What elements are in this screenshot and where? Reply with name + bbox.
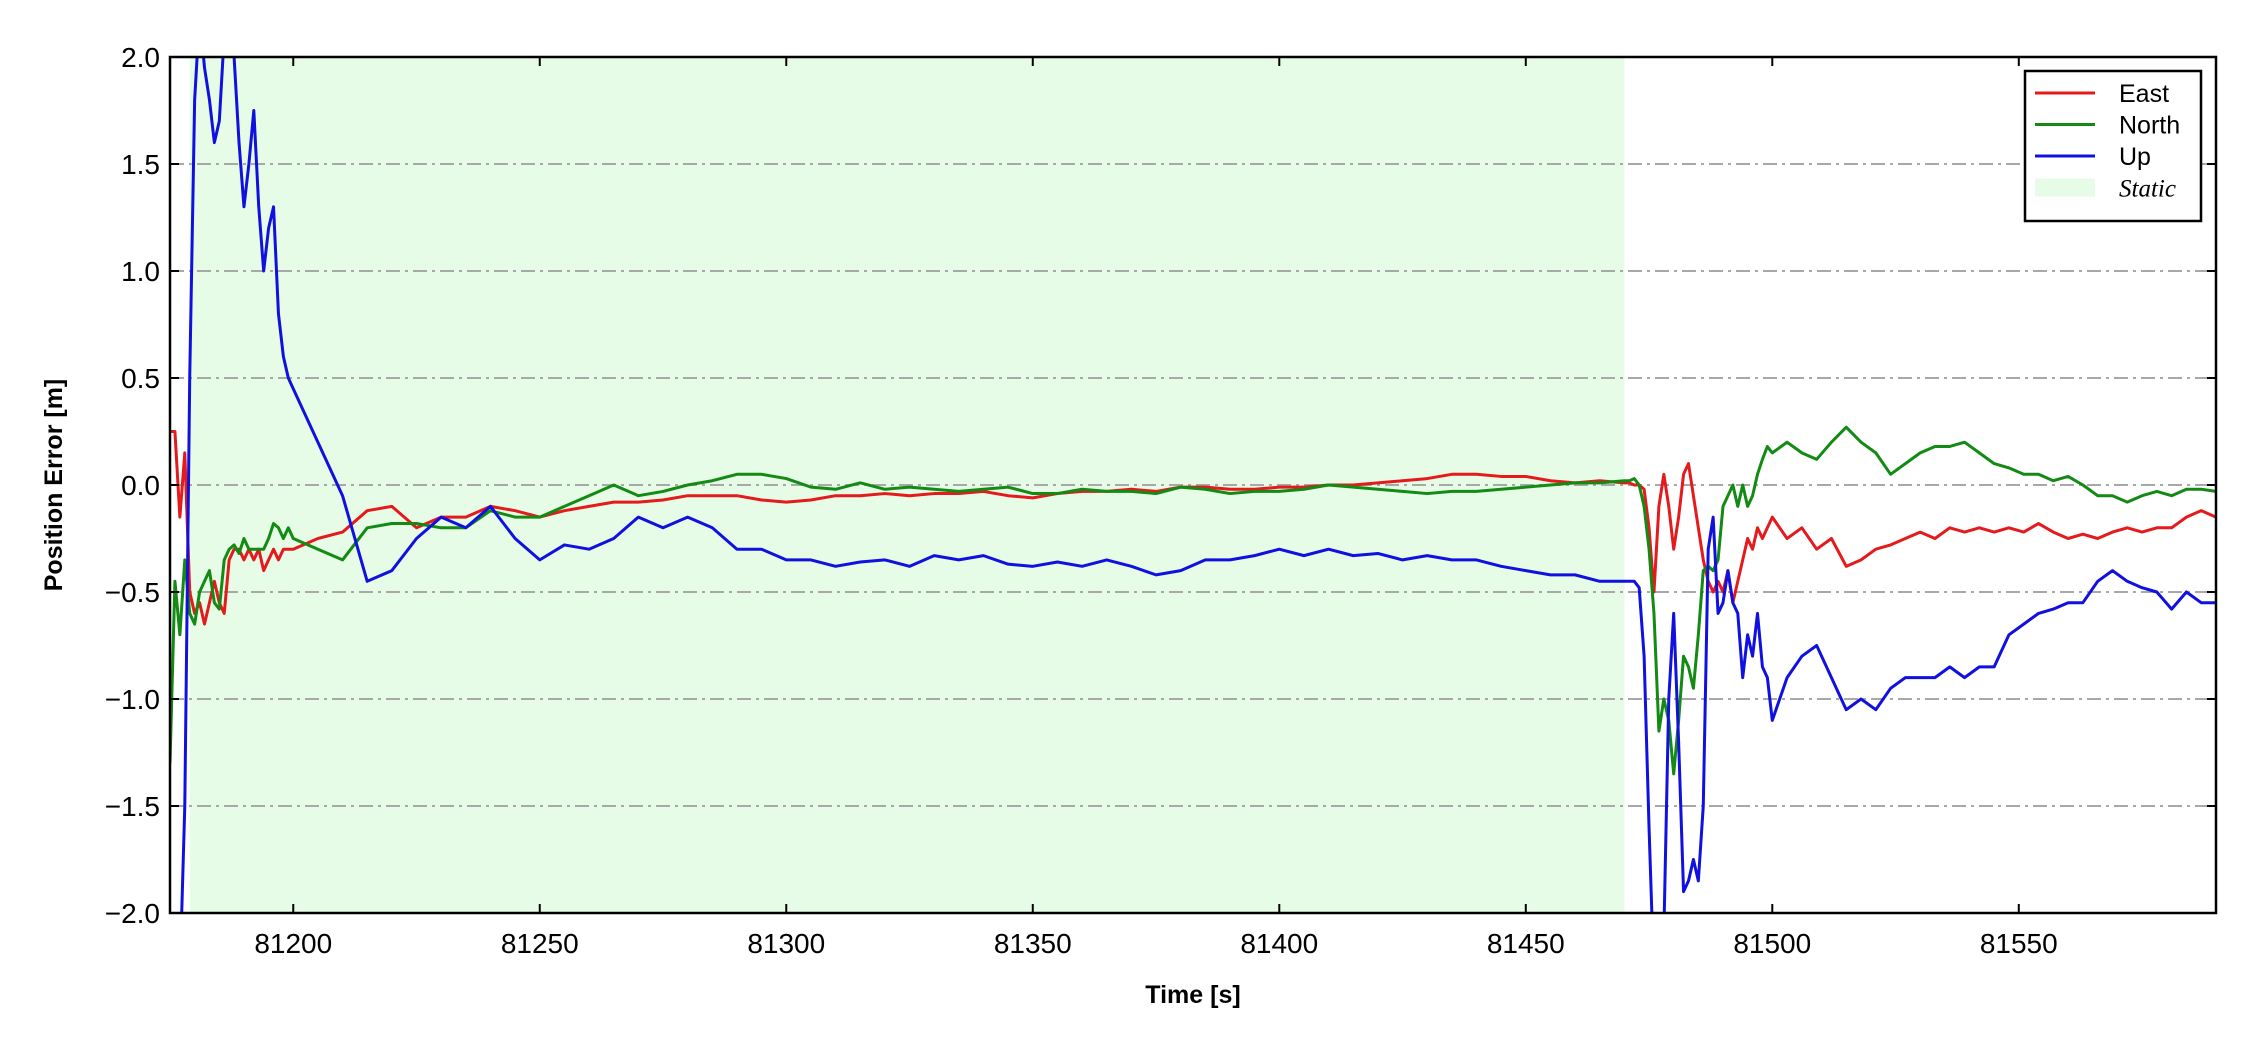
y-tick-label: 0.5: [121, 363, 160, 394]
x-axis-title: Time [s]: [1145, 981, 1240, 1009]
tick-layer: 2.0 1.5 1.0 0.5 0.0 −0.5 −1.0 −1.5 −2.0 81200 8125…: [105, 42, 2216, 959]
x-tick-label: 81200: [254, 928, 332, 959]
series-line: [170, 425, 2216, 776]
x-tick-label: 81350: [994, 928, 1072, 959]
legend-label: Up: [2119, 143, 2151, 171]
y-tick-label: −1.0: [105, 684, 160, 715]
x-tick-label: 81300: [747, 928, 825, 959]
x-tick-label: 81250: [501, 928, 579, 959]
series-line: [180, 57, 2216, 913]
y-tick-label: 1.5: [121, 149, 160, 180]
legend-swatch: [2035, 178, 2095, 197]
x-tick-label: 81550: [1980, 928, 2058, 959]
y-tick-label: −1.5: [105, 791, 160, 822]
y-axis-title: Position Error [m]: [40, 379, 68, 592]
legend-label: Static: [2119, 176, 2176, 203]
y-tick-label: −0.5: [105, 577, 160, 608]
legend-label: North: [2119, 112, 2180, 140]
y-tick-label: 1.0: [121, 256, 160, 287]
y-tick-label: 0.0: [121, 470, 160, 501]
legend: East North Up Static: [2023, 69, 2203, 223]
legend-label: East: [2119, 80, 2169, 108]
y-tick-label: −2.0: [105, 898, 160, 929]
line-layer: [170, 57, 2216, 913]
x-tick-label: 81500: [1733, 928, 1811, 959]
x-tick-label: 81400: [1240, 928, 1318, 959]
x-tick-label: 81450: [1487, 928, 1565, 959]
series-line: [170, 430, 2216, 626]
y-tick-label: 2.0: [121, 42, 160, 73]
